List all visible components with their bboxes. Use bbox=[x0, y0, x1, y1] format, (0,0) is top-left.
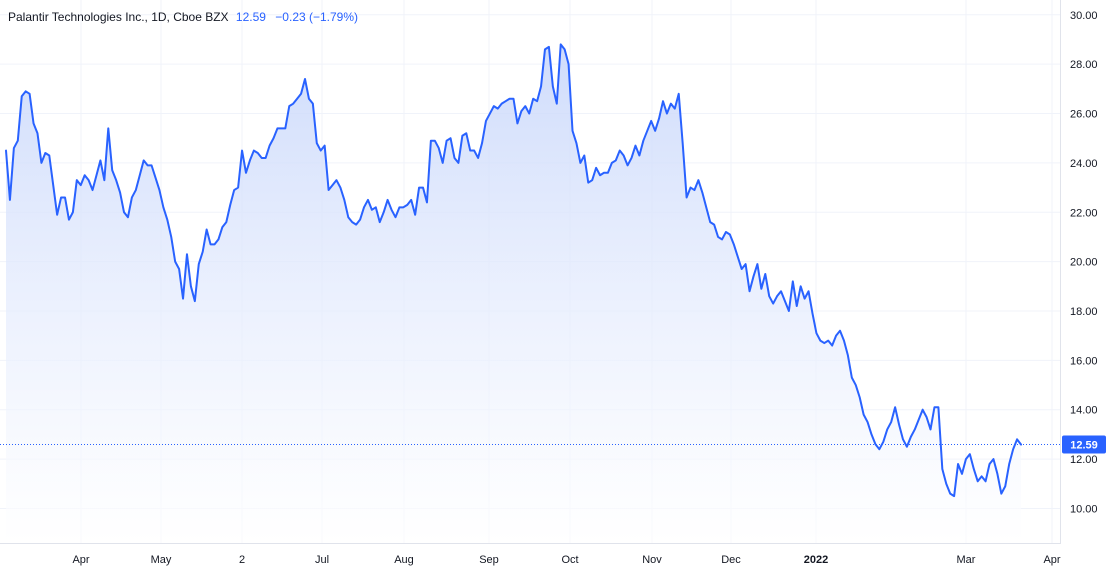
y-tick-label: 18.00 bbox=[1070, 306, 1098, 318]
price-area-fill bbox=[6, 44, 1021, 544]
x-tick-label: Apr bbox=[1043, 554, 1060, 566]
last-price-label: 12.59 bbox=[1062, 435, 1106, 454]
last-price-label-bg bbox=[1062, 435, 1106, 454]
x-tick-label: Nov bbox=[642, 554, 662, 566]
x-tick-label: Sep bbox=[479, 554, 499, 566]
x-tick-label: May bbox=[151, 554, 172, 566]
x-tick-label: Dec bbox=[721, 554, 741, 566]
time-axis[interactable]: Apr May 2 Jul Aug Sep Oct Nov Dec 2022 Mar Apr bbox=[72, 554, 1060, 566]
x-tick-label: Apr bbox=[72, 554, 89, 566]
y-tick-label: 26.00 bbox=[1070, 109, 1098, 121]
x-tick-label: 2 bbox=[239, 554, 245, 566]
y-tick-label: 16.00 bbox=[1070, 355, 1098, 367]
x-tick-label: Mar bbox=[957, 554, 976, 566]
x-tick-label: 2022 bbox=[804, 554, 828, 566]
x-tick-label: Jul bbox=[315, 554, 329, 566]
y-tick-label: 10.00 bbox=[1070, 503, 1098, 515]
y-tick-label: 30.00 bbox=[1070, 10, 1098, 22]
y-tick-label: 14.00 bbox=[1070, 405, 1098, 417]
y-tick-label: 12.00 bbox=[1070, 454, 1098, 466]
y-tick-label: 20.00 bbox=[1070, 257, 1098, 269]
y-tick-label: 28.00 bbox=[1070, 59, 1098, 71]
last-price-label-text: 12.59 bbox=[1070, 440, 1098, 452]
price-change: −0.23 (−1.79%) bbox=[275, 10, 359, 24]
x-tick-label: Aug bbox=[394, 554, 414, 566]
symbol-legend[interactable]: Palantir Technologies Inc., 1D, Cboe BZX… bbox=[8, 10, 358, 24]
price-axis[interactable]: 10.00 12.00 14.00 16.00 18.00 20.00 22.00 24.00… bbox=[1070, 10, 1098, 516]
y-tick-label: 22.00 bbox=[1070, 207, 1098, 219]
last-value: 12.59 bbox=[235, 10, 266, 24]
x-tick-label: Oct bbox=[561, 554, 578, 566]
symbol-title: Palantir Technologies Inc., 1D, Cboe BZX bbox=[8, 10, 229, 24]
price-line[interactable] bbox=[5, 43, 1022, 498]
y-tick-label: 24.00 bbox=[1070, 158, 1098, 170]
